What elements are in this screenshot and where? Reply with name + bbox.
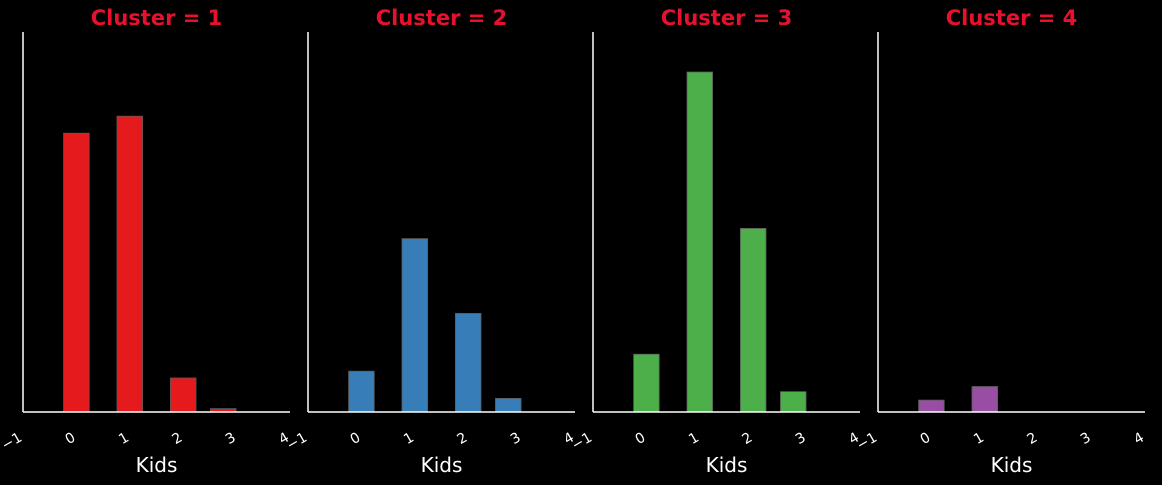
facet-title: Cluster = 2 bbox=[376, 6, 508, 30]
histogram-bar bbox=[169, 377, 197, 413]
x-axis-label: Kids bbox=[991, 453, 1033, 477]
x-tick-label: 3 bbox=[223, 430, 239, 448]
x-tick-label: 0 bbox=[633, 430, 649, 448]
histogram-bar bbox=[348, 370, 375, 413]
x-tick-label: −1 bbox=[0, 430, 25, 454]
histogram-bar bbox=[739, 227, 767, 413]
x-tick-label: 3 bbox=[1078, 430, 1094, 448]
x-tick-label: 1 bbox=[971, 430, 987, 448]
facet-title: Cluster = 1 bbox=[91, 6, 223, 30]
histogram-bar bbox=[971, 386, 999, 413]
x-tick-label: −1 bbox=[854, 430, 880, 454]
x-tick-label: 0 bbox=[63, 430, 79, 448]
x-tick-label: 1 bbox=[116, 430, 132, 448]
histogram-bar bbox=[63, 132, 90, 413]
histogram-bar bbox=[495, 397, 522, 413]
x-tick-label: −1 bbox=[284, 430, 310, 454]
x-axis-label: Kids bbox=[706, 453, 748, 477]
histogram-bar bbox=[633, 353, 660, 413]
histogram-bar bbox=[780, 391, 807, 413]
x-tick-label: 2 bbox=[1024, 430, 1040, 448]
histogram-bar bbox=[401, 238, 429, 413]
facet-panel-4: Cluster = 4 −1 0 1 2 3 4 Kids bbox=[854, 6, 1147, 477]
histogram-bar bbox=[686, 71, 714, 413]
x-tick-label: 1 bbox=[401, 430, 417, 448]
histogram-bar bbox=[454, 312, 482, 413]
x-tick-label: 3 bbox=[793, 430, 809, 448]
x-tick-label: 2 bbox=[454, 430, 470, 448]
x-tick-label: 3 bbox=[508, 430, 524, 448]
x-axis-label: Kids bbox=[421, 453, 463, 477]
x-tick-label: −1 bbox=[569, 430, 595, 454]
histogram-bar bbox=[116, 115, 144, 413]
facet-title: Cluster = 4 bbox=[946, 6, 1078, 30]
facet-title: Cluster = 3 bbox=[661, 6, 793, 30]
x-tick-label: 2 bbox=[169, 430, 185, 448]
x-axis-label: Kids bbox=[136, 453, 178, 477]
x-tick-label: 0 bbox=[348, 430, 364, 448]
x-tick-label: 0 bbox=[918, 430, 934, 448]
x-tick-label: 2 bbox=[739, 430, 755, 448]
x-tick-label: 4 bbox=[1131, 430, 1147, 448]
histogram-bar bbox=[918, 399, 945, 413]
x-tick-label: 1 bbox=[686, 430, 702, 448]
